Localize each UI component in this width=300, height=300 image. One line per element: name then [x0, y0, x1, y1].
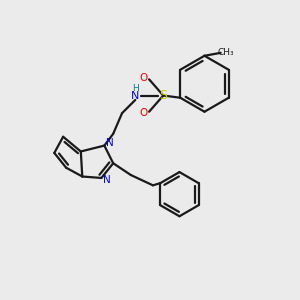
Text: CH₃: CH₃: [218, 48, 234, 57]
Text: N: N: [103, 175, 111, 185]
Text: N: N: [131, 91, 140, 100]
Text: N: N: [106, 138, 113, 148]
Text: O: O: [140, 73, 148, 83]
Text: H: H: [132, 84, 139, 93]
Text: O: O: [140, 108, 148, 118]
Text: S: S: [159, 89, 167, 102]
